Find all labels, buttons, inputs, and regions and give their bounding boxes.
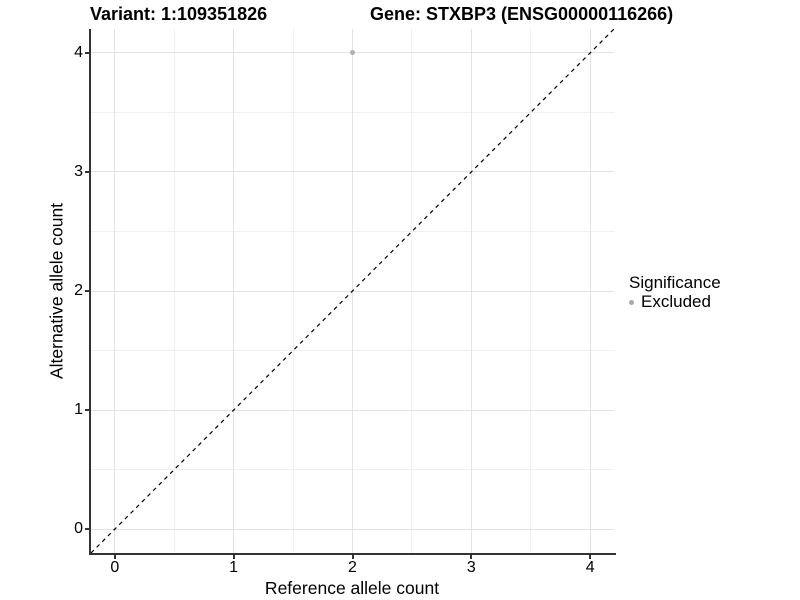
y-axis-title: Alternative allele count (46, 202, 67, 380)
legend-item-label: Excluded (641, 292, 711, 311)
x-tick-mark (113, 555, 116, 559)
legend: Significance Excluded (629, 274, 721, 311)
y-tick-mark (85, 51, 89, 54)
y-axis-line (89, 29, 91, 555)
plot-panel (91, 29, 614, 553)
x-tick-label: 2 (348, 559, 357, 576)
x-tick-label: 3 (466, 559, 476, 576)
y-tick-label: 2 (74, 282, 83, 299)
x-tick-label: 4 (585, 559, 595, 576)
y-tick-label: 0 (74, 520, 83, 538)
x-tick-mark (351, 555, 354, 559)
x-tick-mark (470, 555, 473, 559)
identity-dashed-line (91, 29, 614, 553)
y-tick-mark (85, 528, 89, 531)
y-tick-mark (85, 290, 89, 292)
y-major-gridline (91, 171, 614, 173)
x-tick-mark (232, 555, 235, 559)
y-tick-label: 3 (74, 162, 83, 180)
y-tick-label: 1 (74, 401, 83, 419)
plot-title-gene: Gene: STXBP3 (ENSG00000116266) (370, 4, 674, 24)
y-major-gridline (91, 409, 614, 411)
y-tick-mark (85, 409, 89, 412)
data-point (350, 50, 355, 56)
x-tick-label: 0 (110, 559, 120, 576)
plot-title-variant: Variant: 1:109351826 (90, 4, 268, 24)
x-axis-title: Reference allele count (264, 578, 440, 598)
x-tick-label: 1 (229, 559, 239, 576)
legend-title: Significance (629, 273, 721, 292)
legend-item-excluded: Excluded (629, 293, 721, 311)
legend-point-icon (629, 299, 634, 305)
x-axis-line (89, 553, 616, 555)
y-tick-label: 4 (74, 43, 83, 61)
y-major-gridline (91, 528, 614, 530)
x-tick-mark (589, 555, 592, 559)
y-tick-mark (85, 170, 89, 173)
